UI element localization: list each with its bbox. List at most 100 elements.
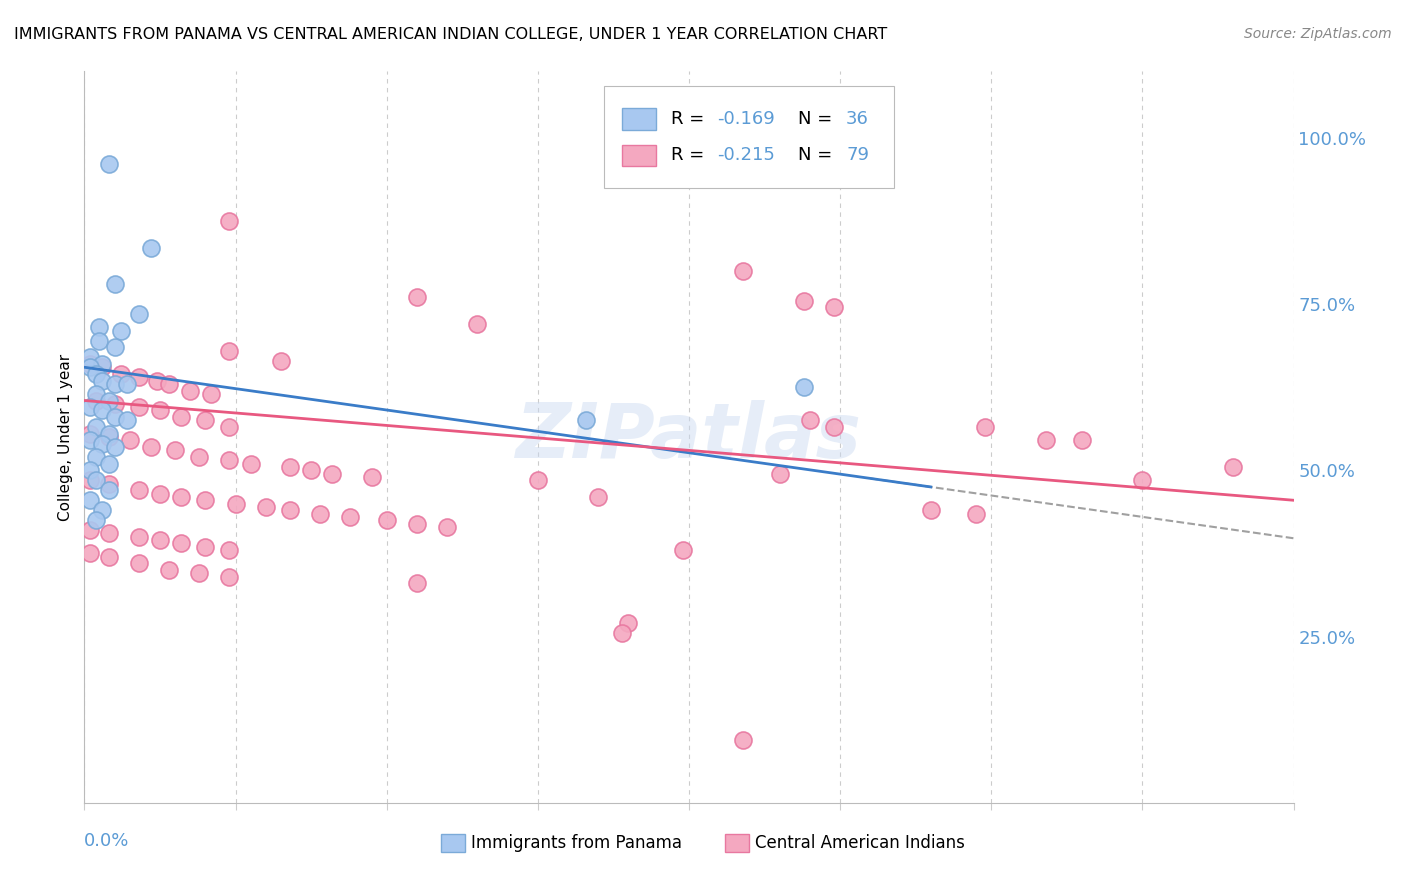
Point bbox=[799, 413, 821, 427]
Point bbox=[200, 387, 222, 401]
Point bbox=[170, 410, 193, 425]
Point bbox=[91, 436, 114, 450]
Point bbox=[1071, 434, 1094, 448]
Point bbox=[146, 374, 169, 388]
Point bbox=[299, 463, 322, 477]
Point bbox=[115, 376, 138, 391]
Point bbox=[149, 486, 172, 500]
Point bbox=[823, 301, 845, 315]
Point bbox=[1222, 460, 1244, 475]
Point bbox=[612, 626, 634, 640]
Point bbox=[104, 410, 127, 425]
Point bbox=[128, 557, 150, 571]
Point bbox=[278, 460, 301, 475]
Bar bbox=[623, 145, 657, 167]
Point bbox=[91, 503, 114, 517]
Point bbox=[97, 426, 120, 441]
Text: Central American Indians: Central American Indians bbox=[755, 834, 966, 852]
Point bbox=[309, 507, 332, 521]
Point bbox=[128, 400, 150, 414]
Point bbox=[406, 576, 429, 591]
Text: -0.169: -0.169 bbox=[717, 110, 775, 128]
Point bbox=[97, 430, 120, 444]
Point bbox=[97, 483, 120, 498]
Point bbox=[188, 566, 211, 581]
Point bbox=[575, 413, 598, 427]
Point bbox=[218, 420, 240, 434]
Point bbox=[104, 340, 127, 354]
Point bbox=[188, 450, 211, 464]
Point bbox=[218, 570, 240, 584]
Point bbox=[218, 343, 240, 358]
Point bbox=[79, 357, 101, 371]
Point bbox=[769, 467, 792, 481]
Point bbox=[278, 503, 301, 517]
Point bbox=[406, 290, 429, 304]
Point bbox=[86, 387, 108, 401]
Point bbox=[157, 376, 180, 391]
Point bbox=[218, 543, 240, 558]
Point bbox=[118, 434, 141, 448]
Point bbox=[965, 507, 987, 521]
Point bbox=[170, 536, 193, 550]
Point bbox=[79, 360, 101, 375]
Text: -0.215: -0.215 bbox=[717, 146, 775, 164]
Point bbox=[321, 467, 343, 481]
Point bbox=[104, 397, 127, 411]
Point bbox=[194, 493, 217, 508]
Bar bbox=[725, 834, 749, 852]
Point bbox=[128, 530, 150, 544]
Point bbox=[86, 420, 108, 434]
Point bbox=[617, 616, 640, 631]
Point bbox=[104, 376, 127, 391]
Point bbox=[436, 520, 458, 534]
Point bbox=[79, 426, 101, 441]
Point bbox=[254, 500, 277, 514]
Point bbox=[97, 549, 120, 564]
Point bbox=[128, 483, 150, 498]
Point bbox=[79, 351, 101, 365]
Point bbox=[110, 367, 132, 381]
Point bbox=[239, 457, 262, 471]
Point bbox=[79, 400, 101, 414]
Point bbox=[89, 320, 111, 334]
Point bbox=[115, 413, 138, 427]
Point bbox=[128, 307, 150, 321]
Point bbox=[104, 440, 127, 454]
Point bbox=[91, 403, 114, 417]
Point bbox=[793, 293, 815, 308]
Y-axis label: College, Under 1 year: College, Under 1 year bbox=[58, 353, 73, 521]
Text: Source: ZipAtlas.com: Source: ZipAtlas.com bbox=[1244, 27, 1392, 41]
Point bbox=[79, 493, 101, 508]
Point bbox=[527, 473, 550, 487]
Point bbox=[194, 413, 217, 427]
Point bbox=[974, 420, 997, 434]
Point bbox=[97, 526, 120, 541]
Point bbox=[97, 476, 120, 491]
Point bbox=[79, 546, 101, 560]
Bar bbox=[441, 834, 465, 852]
Point bbox=[793, 380, 815, 394]
Point bbox=[157, 563, 180, 577]
Point bbox=[406, 516, 429, 531]
Text: N =: N = bbox=[797, 110, 838, 128]
Point bbox=[79, 463, 101, 477]
Point bbox=[89, 334, 111, 348]
Text: R =: R = bbox=[671, 146, 710, 164]
Point bbox=[165, 443, 187, 458]
Text: Immigrants from Panama: Immigrants from Panama bbox=[471, 834, 682, 852]
Point bbox=[149, 403, 172, 417]
Point bbox=[139, 440, 162, 454]
Point bbox=[104, 277, 127, 292]
Point bbox=[218, 214, 240, 228]
Point bbox=[179, 384, 201, 398]
Point bbox=[110, 324, 132, 338]
Point bbox=[218, 453, 240, 467]
Point bbox=[79, 473, 101, 487]
FancyBboxPatch shape bbox=[605, 86, 894, 188]
Point bbox=[823, 420, 845, 434]
Point bbox=[86, 367, 108, 381]
Bar bbox=[623, 108, 657, 130]
Text: ZIPatlas: ZIPatlas bbox=[516, 401, 862, 474]
Point bbox=[86, 473, 108, 487]
